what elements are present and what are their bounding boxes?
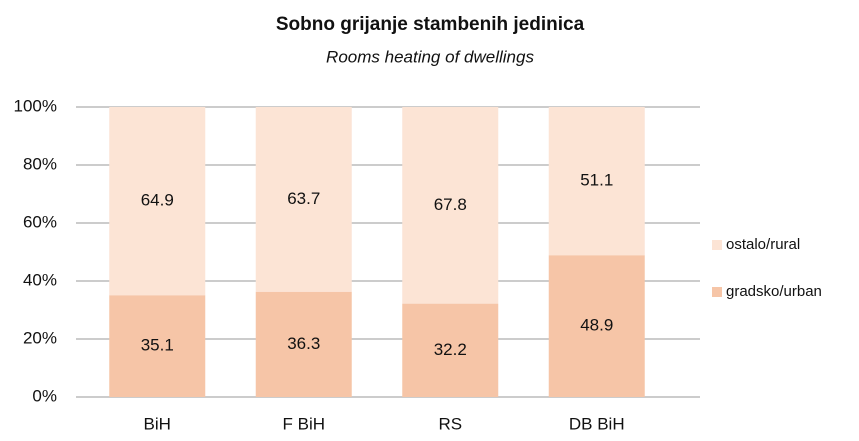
y-tick-label: 80% <box>23 154 57 173</box>
data-label: 63.7 <box>287 189 320 208</box>
data-label: 67.8 <box>434 195 467 214</box>
legend-swatch <box>712 240 722 250</box>
data-label: 48.9 <box>580 316 613 335</box>
bar-segment <box>548 255 645 397</box>
x-tick-label: BiH <box>144 414 171 433</box>
bar-segment <box>109 295 206 397</box>
legend-label: ostalo/rural <box>726 236 800 253</box>
chart-subtitle: Rooms heating of dwellings <box>326 47 534 66</box>
bar-segment <box>109 107 206 296</box>
bar-segment <box>402 107 499 304</box>
data-label: 64.9 <box>141 191 174 210</box>
x-tick-label: F BiH <box>283 414 326 433</box>
bar-segment <box>255 291 352 397</box>
y-tick-label: 20% <box>23 328 57 347</box>
legend-swatch <box>712 287 722 297</box>
data-label: 35.1 <box>141 336 174 355</box>
bar-segment <box>548 107 645 256</box>
chart-title: Sobno grijanje stambenih jedinica <box>276 14 585 35</box>
y-tick-label: 0% <box>32 386 57 405</box>
legend-label: gradsko/urban <box>726 283 822 300</box>
bar-segment <box>402 303 499 397</box>
bar-segment <box>255 107 352 292</box>
x-tick-label: RS <box>438 414 462 433</box>
y-tick-label: 40% <box>23 270 57 289</box>
data-label: 51.1 <box>580 171 613 190</box>
data-label: 32.2 <box>434 340 467 359</box>
data-label: 36.3 <box>287 334 320 353</box>
x-tick-label: DB BiH <box>569 414 625 433</box>
y-tick-label: 60% <box>23 212 57 231</box>
y-tick-label: 100% <box>14 96 57 115</box>
